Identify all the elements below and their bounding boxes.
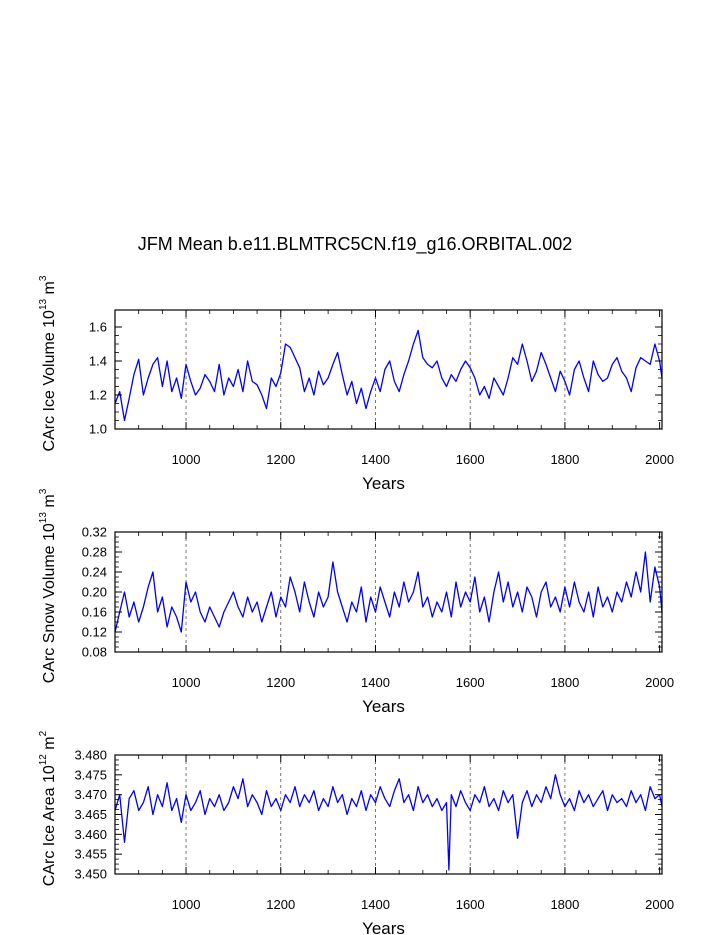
y-tick-label: 3.480	[74, 748, 107, 763]
x-tick-label: 2000	[645, 897, 674, 912]
y-tick-label: 0.32	[82, 525, 107, 540]
y-label-exponent: 13	[38, 512, 49, 524]
x-tick-label: 1600	[456, 675, 485, 690]
y-label-unit-exponent: 3	[38, 275, 49, 281]
y-label-unit: m	[41, 736, 58, 754]
x-tick-label: 1000	[172, 675, 201, 690]
x-tick-label: 1200	[266, 675, 295, 690]
y-label-unit: m	[41, 494, 58, 512]
y-tick-label: 1.4	[89, 354, 107, 369]
y-label-unit: m	[41, 281, 58, 299]
y-tick-label: 0.28	[82, 545, 107, 560]
y-tick-label: 1.2	[89, 388, 107, 403]
figure: JFM Mean b.e11.BLMTRC5CN.f19_g16.ORBITAL…	[0, 0, 723, 935]
x-tick-label: 1600	[456, 897, 485, 912]
y-tick-label: 3.455	[74, 847, 107, 862]
figure-title: JFM Mean b.e11.BLMTRC5CN.f19_g16.ORBITAL…	[138, 234, 573, 255]
x-tick-label: 1800	[550, 675, 579, 690]
x-axis-label: Years	[362, 474, 405, 493]
x-tick-label: 1400	[361, 452, 390, 467]
y-label-exponent: 13	[38, 298, 49, 310]
x-tick-label: 1400	[361, 675, 390, 690]
y-tick-label: 3.470	[74, 787, 107, 802]
y-label-unit-exponent: 2	[38, 730, 49, 736]
x-tick-label: 1400	[361, 897, 390, 912]
x-tick-label: 2000	[645, 452, 674, 467]
x-tick-label: 1200	[266, 452, 295, 467]
y-tick-label: 0.20	[82, 585, 107, 600]
y-label-main: CArc Ice Volume 10	[41, 310, 58, 452]
x-tick-label: 1200	[266, 897, 295, 912]
y-label-exponent: 12	[38, 754, 49, 766]
y-tick-label: 3.465	[74, 807, 107, 822]
y-tick-label: 0.08	[82, 645, 107, 660]
y-tick-label: 1.6	[89, 320, 107, 335]
x-tick-label: 1800	[550, 897, 579, 912]
y-label-main: CArc Ice Area 10	[41, 765, 58, 886]
x-axis-label: Years	[362, 919, 405, 935]
x-tick-label: 2000	[645, 675, 674, 690]
y-label-main: CArc Snow Volume 10	[41, 523, 58, 683]
x-tick-label: 1800	[550, 452, 579, 467]
x-tick-label: 1600	[456, 452, 485, 467]
y-tick-label: 0.24	[82, 565, 107, 580]
y-tick-label: 0.16	[82, 605, 107, 620]
y-tick-label: 3.475	[74, 767, 107, 782]
x-axis-label: Years	[362, 697, 405, 716]
x-tick-label: 1000	[172, 452, 201, 467]
y-label-unit-exponent: 3	[38, 488, 49, 494]
y-axis-label: CArc Ice Area 1012 m2	[38, 730, 58, 886]
y-tick-label: 1.0	[89, 422, 107, 437]
x-tick-label: 1000	[172, 897, 201, 912]
y-tick-label: 0.12	[82, 625, 107, 640]
y-tick-label: 3.460	[74, 827, 107, 842]
y-tick-label: 3.450	[74, 867, 107, 882]
figure-background	[0, 0, 723, 935]
